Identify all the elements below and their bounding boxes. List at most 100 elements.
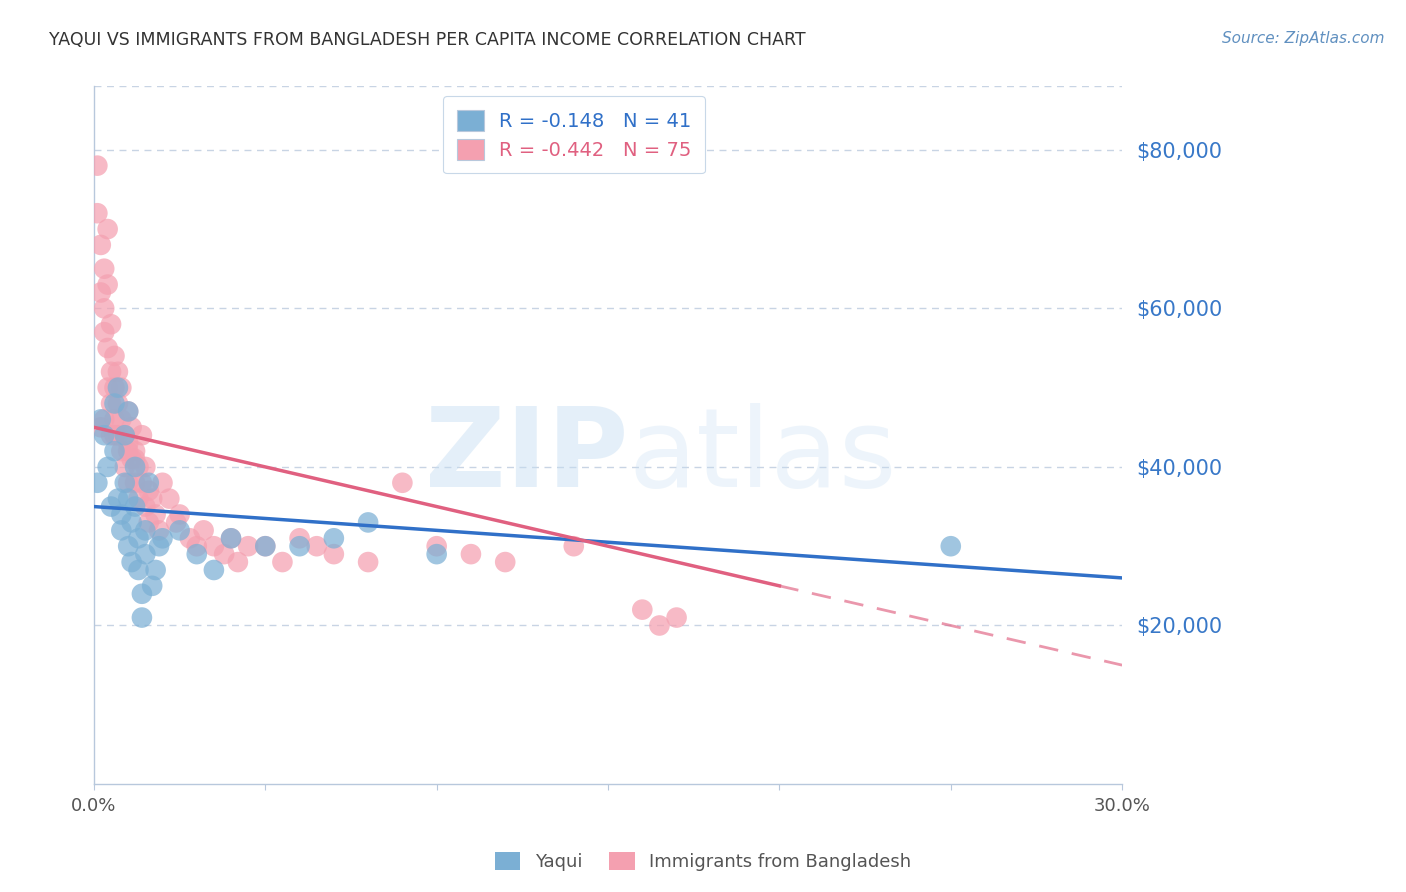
Point xyxy=(93,261,115,276)
Point xyxy=(131,475,153,490)
Point xyxy=(131,610,153,624)
Legend: Yaqui, Immigrants from Bangladesh: Yaqui, Immigrants from Bangladesh xyxy=(488,845,918,879)
Point xyxy=(134,459,156,474)
Point xyxy=(110,412,132,426)
Point xyxy=(107,381,129,395)
Point xyxy=(186,547,208,561)
Point xyxy=(148,524,170,538)
Point xyxy=(305,539,328,553)
Point xyxy=(86,206,108,220)
Point xyxy=(121,420,143,434)
Point xyxy=(117,491,139,506)
Point xyxy=(103,349,125,363)
Point xyxy=(127,563,149,577)
Point xyxy=(179,531,201,545)
Point xyxy=(97,222,120,236)
Point xyxy=(124,459,146,474)
Point xyxy=(157,491,180,506)
Point xyxy=(97,381,120,395)
Point xyxy=(114,475,136,490)
Point xyxy=(460,547,482,561)
Point xyxy=(124,444,146,458)
Point xyxy=(93,325,115,339)
Point xyxy=(103,412,125,426)
Point xyxy=(288,539,311,553)
Point xyxy=(114,428,136,442)
Point xyxy=(114,428,136,442)
Point xyxy=(238,539,260,553)
Point xyxy=(322,547,344,561)
Point xyxy=(117,404,139,418)
Point xyxy=(90,420,112,434)
Point xyxy=(134,500,156,514)
Point xyxy=(202,563,225,577)
Point xyxy=(117,539,139,553)
Point xyxy=(107,491,129,506)
Point xyxy=(357,516,380,530)
Point xyxy=(90,412,112,426)
Point xyxy=(107,428,129,442)
Point xyxy=(138,516,160,530)
Point xyxy=(148,539,170,553)
Point xyxy=(124,452,146,467)
Point xyxy=(97,459,120,474)
Point xyxy=(322,531,344,545)
Point xyxy=(103,381,125,395)
Point xyxy=(193,524,215,538)
Point xyxy=(121,516,143,530)
Point xyxy=(939,539,962,553)
Point xyxy=(110,444,132,458)
Point xyxy=(110,508,132,522)
Point xyxy=(114,459,136,474)
Point xyxy=(90,238,112,252)
Point xyxy=(117,444,139,458)
Point xyxy=(127,491,149,506)
Point xyxy=(631,602,654,616)
Point xyxy=(226,555,249,569)
Point xyxy=(86,159,108,173)
Point xyxy=(152,531,174,545)
Point xyxy=(145,563,167,577)
Point xyxy=(271,555,294,569)
Point xyxy=(141,491,163,506)
Point xyxy=(93,301,115,316)
Point xyxy=(212,547,235,561)
Point xyxy=(110,381,132,395)
Point xyxy=(169,508,191,522)
Point xyxy=(97,277,120,292)
Point xyxy=(131,587,153,601)
Point xyxy=(117,475,139,490)
Point xyxy=(219,531,242,545)
Point xyxy=(391,475,413,490)
Text: ZIP: ZIP xyxy=(425,402,628,509)
Point xyxy=(100,317,122,331)
Point xyxy=(100,500,122,514)
Point xyxy=(494,555,516,569)
Point xyxy=(648,618,671,632)
Point xyxy=(219,531,242,545)
Point xyxy=(100,365,122,379)
Point xyxy=(103,396,125,410)
Legend: R = -0.148   N = 41, R = -0.442   N = 75: R = -0.148 N = 41, R = -0.442 N = 75 xyxy=(443,96,706,173)
Point xyxy=(145,508,167,522)
Point xyxy=(138,475,160,490)
Point xyxy=(100,396,122,410)
Point xyxy=(110,524,132,538)
Point xyxy=(103,444,125,458)
Point xyxy=(103,428,125,442)
Point xyxy=(169,524,191,538)
Text: Source: ZipAtlas.com: Source: ZipAtlas.com xyxy=(1222,31,1385,46)
Point xyxy=(127,531,149,545)
Point xyxy=(562,539,585,553)
Point xyxy=(288,531,311,545)
Point xyxy=(107,365,129,379)
Point xyxy=(121,452,143,467)
Point xyxy=(202,539,225,553)
Point xyxy=(254,539,277,553)
Point xyxy=(665,610,688,624)
Point xyxy=(357,555,380,569)
Point xyxy=(426,539,449,553)
Point xyxy=(117,436,139,450)
Point xyxy=(100,428,122,442)
Point xyxy=(97,341,120,355)
